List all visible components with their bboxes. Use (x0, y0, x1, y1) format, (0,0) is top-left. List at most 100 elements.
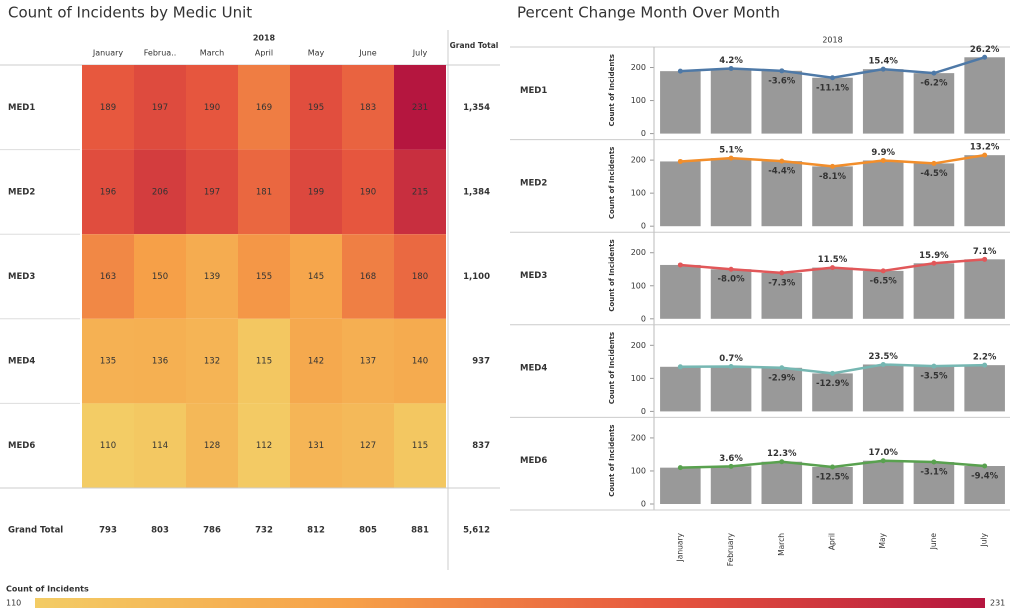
heat-cell (82, 403, 134, 488)
point (830, 464, 835, 470)
bar (862, 460, 904, 504)
cell-label: 196 (100, 187, 116, 197)
heat-cell (186, 403, 238, 488)
point (677, 68, 683, 74)
bar (710, 366, 752, 412)
x-tick-label: February (726, 532, 735, 566)
pct-label: -7.3% (768, 278, 796, 288)
point (677, 465, 683, 471)
heat-cell (82, 318, 134, 404)
heat-cell (134, 234, 186, 319)
point (880, 361, 886, 367)
column-total: 805 (359, 526, 377, 536)
cell-label: 110 (100, 441, 116, 451)
heat-cell (290, 318, 342, 404)
bar (862, 364, 904, 412)
cell-label: 136 (152, 357, 168, 367)
pct-label: 12.3% (767, 449, 797, 459)
pct-label: 23.5% (868, 352, 898, 362)
column-header: March (200, 49, 224, 58)
bar (862, 270, 904, 319)
bar (812, 373, 853, 412)
point (931, 70, 937, 76)
heat-cell (290, 234, 342, 319)
bar (862, 69, 904, 134)
y-axis-label: Count of Incidents (608, 239, 616, 311)
point (982, 256, 988, 262)
x-tick-label: March (777, 533, 786, 556)
y-tick-label: 0 (641, 500, 646, 509)
cell-label: 140 (412, 357, 428, 367)
column-total: 812 (307, 526, 325, 536)
heat-cell (342, 234, 394, 319)
pct-label: 5.1% (719, 146, 743, 156)
y-tick-label: 200 (631, 248, 646, 257)
row-total: 1,384 (463, 187, 490, 197)
heat-cell (290, 149, 342, 235)
y-tick-label: 0 (641, 222, 646, 231)
cell-label: 135 (100, 357, 116, 367)
cell-label: 139 (204, 272, 220, 282)
bar (862, 160, 904, 227)
point (931, 363, 937, 369)
point (931, 160, 937, 166)
cell-label: 142 (308, 357, 324, 367)
cell-label: 199 (308, 187, 324, 197)
point (677, 364, 683, 370)
column-total: 793 (99, 526, 117, 536)
bar (812, 267, 853, 319)
cell-label: 163 (100, 272, 116, 282)
heat-cell (238, 318, 290, 404)
bar (964, 466, 1005, 504)
row-header: MED3 (8, 272, 35, 282)
cell-label: 195 (308, 103, 324, 113)
bar (913, 462, 955, 504)
chart-title: Percent Change Month Over Month (517, 4, 780, 22)
heat-cell (238, 149, 290, 235)
row-total: 937 (472, 357, 490, 367)
pct-label: -9.4% (971, 472, 999, 482)
column-total: 881 (411, 526, 429, 536)
pct-label: 0.7% (719, 354, 743, 364)
cell-label: 128 (204, 441, 220, 451)
cell-label: 150 (152, 272, 168, 282)
cell-label: 114 (152, 441, 168, 451)
point (830, 370, 835, 376)
bar (913, 366, 955, 412)
y-tick-label: 200 (631, 63, 646, 72)
cell-label: 168 (360, 272, 376, 282)
panel-label: MED3 (520, 271, 547, 281)
point (880, 458, 886, 464)
bar (660, 264, 701, 319)
point (728, 66, 734, 72)
cell-label: 127 (360, 441, 376, 451)
heat-cell (186, 234, 238, 319)
bar (660, 161, 701, 227)
column-total: 786 (203, 526, 221, 536)
point (830, 75, 835, 81)
bar (710, 68, 752, 134)
point (982, 362, 988, 368)
cell-label: 190 (204, 103, 220, 113)
pct-label: -4.4% (768, 167, 796, 177)
grand-total: 5,612 (463, 526, 490, 536)
cell-label: 231 (412, 103, 428, 113)
pct-label: 11.5% (818, 255, 848, 265)
bar (761, 272, 803, 319)
y-tick-label: 100 (631, 189, 646, 198)
heat-cell (394, 234, 446, 319)
y-tick-label: 0 (641, 407, 646, 416)
heat-cell (186, 149, 238, 235)
x-tick-label: April (828, 533, 837, 550)
heat-cell (342, 318, 394, 404)
heat-cell (134, 65, 186, 150)
bar (761, 461, 803, 504)
heat-cell (82, 149, 134, 235)
y-tick-label: 100 (631, 96, 646, 105)
y-axis-label: Count of Incidents (608, 54, 616, 126)
heat-cell (134, 403, 186, 488)
point (779, 158, 785, 164)
y-tick-label: 200 (631, 156, 646, 165)
y-tick-label: 100 (631, 281, 646, 290)
